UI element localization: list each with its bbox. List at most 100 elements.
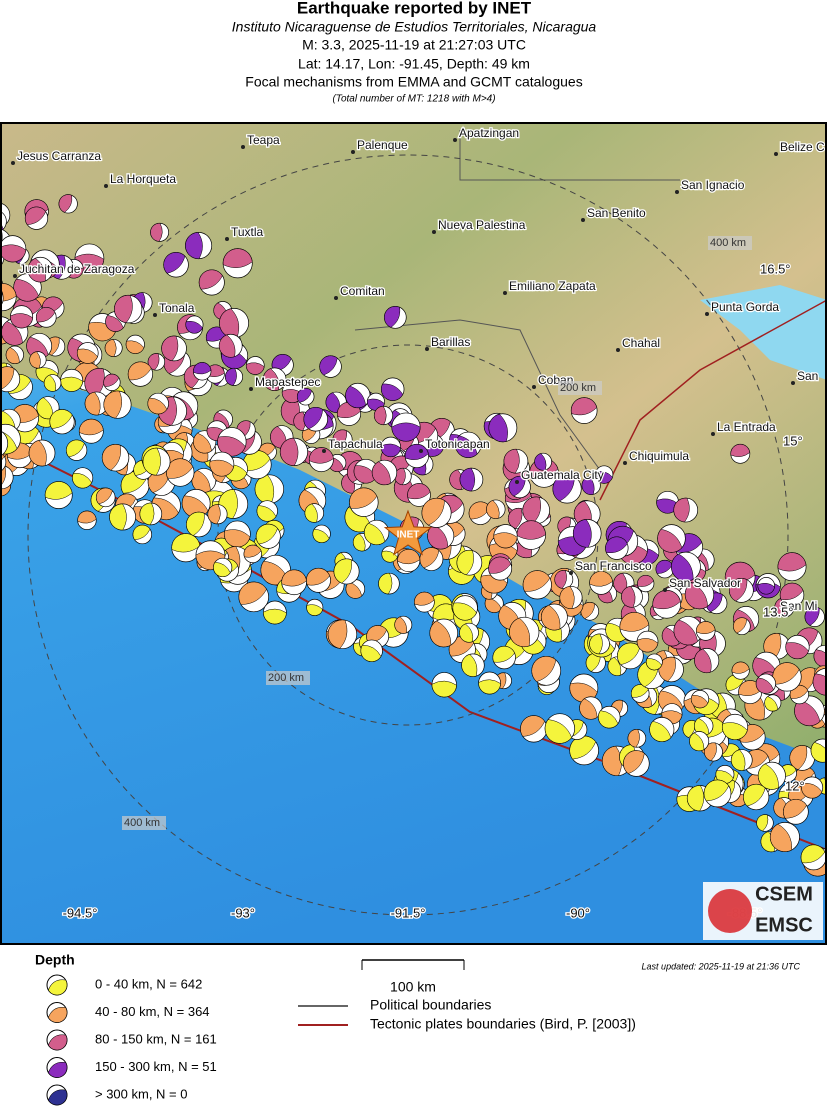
focal-mechanism	[213, 557, 233, 578]
beachball-quadrant	[658, 656, 676, 682]
focal-mechanism	[225, 367, 244, 386]
focal-mechanism	[689, 731, 710, 752]
focal-mechanism	[636, 630, 659, 653]
beachball-quadrant	[1, 283, 17, 302]
place-dot	[515, 480, 519, 484]
beachball-quadrant	[380, 443, 401, 457]
beachball-quadrant	[488, 413, 508, 443]
focal-mechanism	[589, 570, 613, 595]
places: Jesus Carranza La Horqueta Teapa Palenque Ap…	[11, 125, 826, 615]
beachball-quadrant	[598, 710, 619, 729]
focal-mechanism	[637, 574, 655, 593]
beachball-quadrant	[559, 586, 575, 609]
focal-mechanism	[488, 556, 513, 581]
focal-mechanism	[756, 814, 774, 832]
focal-mechanism	[569, 735, 599, 766]
focal-mechanism	[570, 397, 598, 424]
legend-label: 80 - 150 km, N = 161	[95, 1031, 217, 1046]
focal-mechanism	[721, 713, 749, 741]
beachball-quadrant	[652, 590, 681, 610]
beachball-quadrant	[43, 374, 57, 392]
beachball-quadrant	[66, 439, 85, 458]
legend-ball-quadrant	[48, 1006, 68, 1023]
beachball-quadrant	[488, 556, 512, 574]
focal-mechanism	[617, 642, 644, 670]
focal-mechanism	[113, 294, 143, 324]
focal-mechanism	[242, 450, 272, 480]
beachball-quadrant	[353, 465, 377, 484]
focal-mechanism	[508, 475, 531, 499]
epicenter	[383, 509, 433, 556]
beachball-quadrant	[534, 453, 547, 471]
focal-mechanism	[10, 305, 34, 329]
focal-mechanism	[431, 672, 457, 698]
focal-mechanism	[1, 430, 9, 457]
focal-mechanism	[520, 715, 548, 743]
focal-mechanism	[703, 779, 732, 808]
place-label: San Mi	[780, 599, 817, 613]
place-label: Belize C	[780, 140, 825, 154]
focal-mechanism	[193, 362, 212, 381]
focal-mechanism	[29, 351, 47, 369]
focal-mechanism	[394, 615, 413, 634]
focal-mechanism	[413, 591, 435, 613]
beachball-quadrant	[743, 784, 766, 807]
beachball-quadrant	[185, 320, 203, 334]
beachball-quadrant	[366, 625, 387, 644]
focal-mechanism	[255, 523, 281, 549]
beachball-quadrant	[580, 602, 596, 619]
beachball-quadrant	[554, 570, 567, 589]
place-dot	[705, 312, 709, 316]
beachball-quadrant	[27, 258, 46, 283]
place-dot	[711, 432, 715, 436]
map-frame	[0, 122, 827, 945]
focal-mechanism	[429, 618, 459, 648]
lat-label: 12°	[785, 778, 805, 793]
focal-mechanism	[147, 353, 166, 371]
place-dot	[675, 190, 679, 194]
beachball-quadrant	[171, 533, 201, 553]
location: Lat: 14.17, Lon: -91.45, Depth: 49 km	[298, 56, 530, 72]
beachball-quadrant	[1, 366, 15, 390]
beachball	[1, 430, 9, 457]
focal-mechanism	[181, 488, 211, 518]
beachball-quadrant	[455, 435, 478, 458]
beachball-quadrant	[10, 313, 33, 329]
beachball-quadrant	[306, 568, 330, 586]
focal-mechanism	[703, 742, 723, 762]
beachball-quadrant	[573, 519, 592, 548]
distance-label: 200 km	[560, 382, 596, 394]
focal-mechanism	[812, 668, 826, 696]
beachball-quadrant	[209, 459, 234, 477]
beachball-quadrant	[569, 735, 597, 760]
focal-mechanism	[139, 502, 163, 526]
beachball-quadrant	[429, 620, 452, 648]
legend-ball-quadrant	[48, 1089, 68, 1106]
beachball-quadrant	[281, 569, 307, 587]
lon-label: -90°	[566, 905, 590, 920]
beachball-quadrant	[801, 782, 823, 799]
beachball-quadrant	[364, 522, 386, 546]
beachball-quadrant	[671, 553, 694, 582]
logo-globe	[708, 889, 752, 933]
beachball-quadrant	[617, 642, 641, 665]
focal-mechanism	[813, 644, 826, 668]
focal-mechanism	[332, 429, 353, 450]
place-dot	[616, 348, 620, 352]
beachball-quadrant	[673, 497, 690, 523]
beachball-quadrant	[58, 194, 73, 213]
gulf	[700, 285, 826, 380]
beachball-quadrant	[459, 623, 474, 643]
focal-mechanism	[419, 547, 444, 572]
beachball-quadrant	[414, 591, 435, 606]
beachball-quadrant	[684, 582, 708, 610]
focal-mechanism	[779, 582, 805, 608]
focal-mechanism	[772, 662, 802, 692]
place-label: Barillas	[431, 335, 470, 349]
focal-mechanism	[304, 503, 325, 523]
beachball-quadrant	[730, 749, 746, 771]
place-label: Totonicapan	[425, 437, 490, 451]
tectonic-label: Tectonic plates boundaries (Bird, P. [20…	[370, 1016, 636, 1032]
focal-mechanism	[373, 405, 394, 426]
place-label: Emiliano Zapata	[509, 279, 596, 293]
